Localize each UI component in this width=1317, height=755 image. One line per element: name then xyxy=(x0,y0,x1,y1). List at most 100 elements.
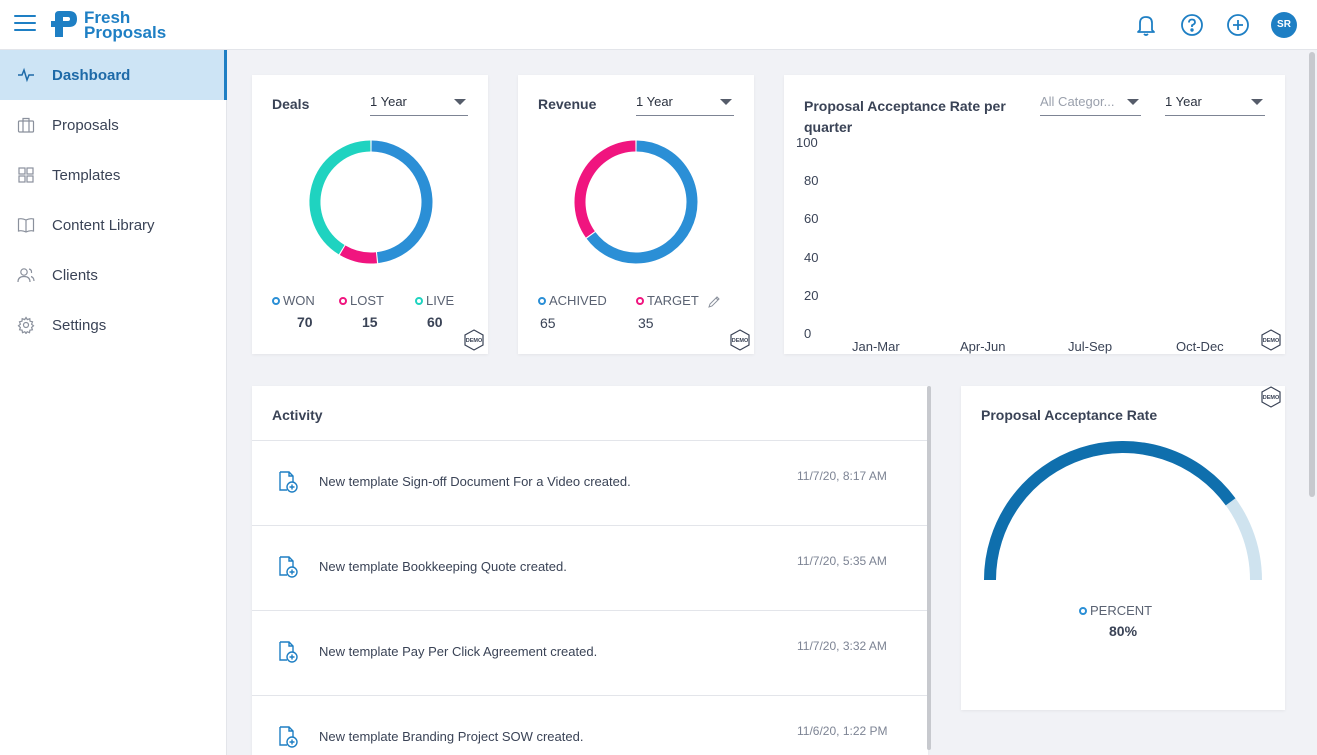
activity-card: Activity New template Sign-off Document … xyxy=(252,386,928,755)
activity-text: New template Sign-off Document For a Vid… xyxy=(319,474,631,489)
add-icon[interactable] xyxy=(1225,12,1251,38)
sidebar-item-templates[interactable]: Templates xyxy=(0,150,227,200)
activity-text: New template Branding Project SOW create… xyxy=(319,729,584,744)
donut-slice-won[interactable] xyxy=(371,140,433,264)
edit-pencil-icon[interactable] xyxy=(707,295,721,309)
donut-slice-target[interactable] xyxy=(574,140,636,238)
lost-value: 15 xyxy=(362,314,378,330)
quarter-period-select[interactable]: 1 Year xyxy=(1165,92,1265,116)
sidebar-item-content-library[interactable]: Content Library xyxy=(0,200,227,250)
logo-line-2: Proposals xyxy=(84,23,167,42)
deals-card: Deals 1 Year WON LOST LIVE 70 15 60 DEMO xyxy=(252,75,488,354)
donut-slice-achived[interactable] xyxy=(586,140,698,264)
sidebar-item-settings[interactable]: Settings xyxy=(0,300,227,350)
page-scrollbar[interactable] xyxy=(1309,52,1315,497)
legend-percent-label: PERCENT xyxy=(1090,603,1153,618)
activity-text: New template Bookkeeping Quote created. xyxy=(319,559,567,574)
chevron-down-icon xyxy=(1127,99,1139,105)
legend-won-label: WON xyxy=(283,293,315,308)
gauge-fill xyxy=(984,441,1236,581)
logo-mark-icon xyxy=(51,11,77,37)
category-select[interactable]: All Categor... xyxy=(1040,92,1141,116)
x-tick-label: Apr-Jun xyxy=(960,339,1006,354)
legend-lost: LOST xyxy=(339,293,384,308)
activity-time: 11/6/20, 1:22 PM xyxy=(797,724,888,738)
users-icon xyxy=(17,268,35,283)
bell-icon[interactable] xyxy=(1133,12,1159,38)
deals-donut-chart xyxy=(309,140,433,264)
list-item[interactable]: New template Bookkeeping Quote created. … xyxy=(252,525,928,610)
demo-text: DEMO xyxy=(1263,395,1280,401)
achived-value: 65 xyxy=(540,315,556,331)
book-icon xyxy=(17,218,35,233)
y-tick-label: 0 xyxy=(804,326,812,341)
target-dot-icon xyxy=(636,297,644,305)
list-item[interactable]: New template Sign-off Document For a Vid… xyxy=(252,440,928,525)
quarter-period-value: 1 Year xyxy=(1165,94,1202,109)
legend-won: WON xyxy=(272,293,315,308)
briefcase-icon xyxy=(17,117,35,133)
acceptance-rate-card: Proposal Acceptance Rate DEMO PERCENT 80… xyxy=(961,386,1285,710)
help-icon[interactable] xyxy=(1179,12,1205,38)
percent-dot-icon xyxy=(1079,607,1087,615)
activity-text: New template Pay Per Click Agreement cre… xyxy=(319,644,598,659)
y-tick-label: 80 xyxy=(804,173,819,189)
sidebar-item-proposals[interactable]: Proposals xyxy=(0,100,227,150)
demo-badge-icon: DEMO xyxy=(730,329,750,351)
legend-live-label: LIVE xyxy=(426,293,455,308)
demo-text: DEMO xyxy=(466,338,483,344)
deals-period-select[interactable]: 1 Year xyxy=(370,92,468,116)
lost-dot-icon xyxy=(339,297,347,305)
target-value: 35 xyxy=(638,315,654,331)
legend-target: TARGET xyxy=(636,293,699,308)
acceptance-rate-title: Proposal Acceptance Rate xyxy=(981,407,1158,423)
template-created-icon xyxy=(279,471,298,493)
acceptance-quarter-card: Proposal Acceptance Rate per quarter All… xyxy=(784,75,1285,354)
sidebar-item-clients[interactable]: Clients xyxy=(0,250,227,300)
chevron-down-icon xyxy=(1251,99,1263,105)
avatar[interactable]: SR xyxy=(1271,12,1297,38)
activity-title: Activity xyxy=(272,407,323,423)
legend-achived: ACHIVED xyxy=(538,293,607,308)
deals-title: Deals xyxy=(272,96,310,112)
list-item[interactable]: New template Branding Project SOW create… xyxy=(252,695,928,755)
activity-scrollbar[interactable] xyxy=(927,386,931,750)
live-value: 60 xyxy=(427,314,443,330)
revenue-period-value: 1 Year xyxy=(636,94,673,109)
hamburger-menu-icon[interactable] xyxy=(14,15,36,33)
y-tick-label: 40 xyxy=(804,249,819,265)
sidebar-item-label: Settings xyxy=(52,317,107,334)
revenue-donut-chart xyxy=(574,140,698,264)
sidebar-item-dashboard[interactable]: Dashboard xyxy=(0,50,227,100)
activity-time: 11/7/20, 3:32 AM xyxy=(797,639,887,653)
gear-icon xyxy=(17,316,35,334)
chevron-down-icon xyxy=(454,99,466,105)
acceptance-gauge xyxy=(984,441,1262,581)
template-created-icon xyxy=(279,726,298,748)
list-item[interactable]: New template Pay Per Click Agreement cre… xyxy=(252,610,928,695)
sidebar: Dashboard Proposals Templates Content Li… xyxy=(0,50,227,755)
activity-time: 11/7/20, 5:35 AM xyxy=(797,554,887,568)
x-tick-label: Oct-Dec xyxy=(1176,339,1224,354)
top-bar: Fresh Proposals SR xyxy=(0,0,1317,50)
logo-line-1: Fresh xyxy=(84,8,131,27)
y-tick-label: 20 xyxy=(804,287,819,303)
sidebar-item-label: Dashboard xyxy=(52,67,131,84)
legend-percent: PERCENT xyxy=(1079,603,1152,618)
template-created-icon xyxy=(279,641,298,663)
activity-time: 11/7/20, 8:17 AM xyxy=(797,469,887,483)
revenue-period-select[interactable]: 1 Year xyxy=(636,92,734,116)
sidebar-item-label: Content Library xyxy=(52,217,155,234)
live-dot-icon xyxy=(415,297,423,305)
sidebar-item-label: Clients xyxy=(52,267,98,284)
deals-period-value: 1 Year xyxy=(370,94,407,109)
legend-target-label: TARGET xyxy=(647,293,699,308)
x-tick-label: Jan-Mar xyxy=(852,339,900,354)
template-created-icon xyxy=(279,556,298,578)
gauge-track xyxy=(984,441,1262,581)
donut-slice-lost[interactable] xyxy=(339,245,378,264)
demo-badge-icon: DEMO xyxy=(1261,386,1281,408)
logo[interactable]: Fresh Proposals xyxy=(51,9,166,44)
legend-live: LIVE xyxy=(415,293,454,308)
donut-slice-live[interactable] xyxy=(309,140,371,255)
